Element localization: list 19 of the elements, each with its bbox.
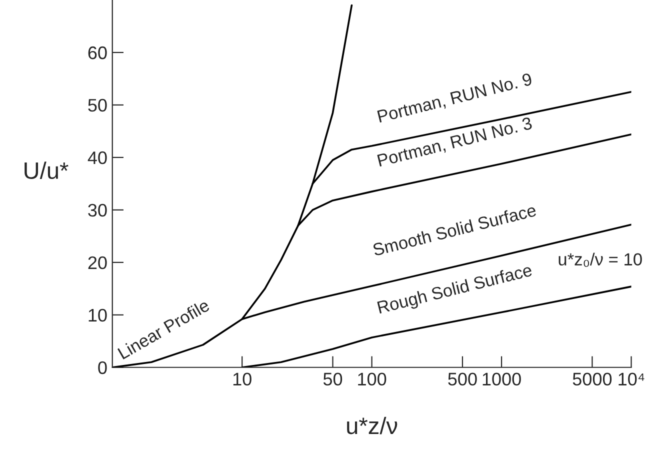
x-tick-label: 100 (358, 372, 386, 386)
x-tick-label: 10 (233, 372, 252, 386)
x-tick-label: 1000 (482, 372, 521, 386)
y-tick-label: 10 (88, 308, 107, 322)
y-axis-title: U/u* (24, 162, 68, 180)
x-tick-label: 10⁴ (618, 372, 644, 386)
x-tick-label: 500 (448, 372, 477, 386)
y-tick-label: 60 (88, 46, 107, 60)
annotation: Smooth Solid Surface (372, 203, 537, 256)
x-tick-label: 5000 (572, 372, 612, 386)
x-tick-label: 50 (323, 372, 342, 386)
y-tick-label: 30 (88, 204, 107, 217)
y-tick-label: 40 (88, 151, 107, 164)
annotation: Rough Solid Surface (377, 263, 534, 317)
y-tick-label: 20 (88, 256, 107, 270)
y-tick-label: 0 (98, 361, 107, 374)
y-tick-label: 50 (88, 98, 107, 112)
annotation: u*z₀/ν = 10 (558, 252, 642, 267)
x-axis-title: u*z/ν (347, 416, 398, 434)
